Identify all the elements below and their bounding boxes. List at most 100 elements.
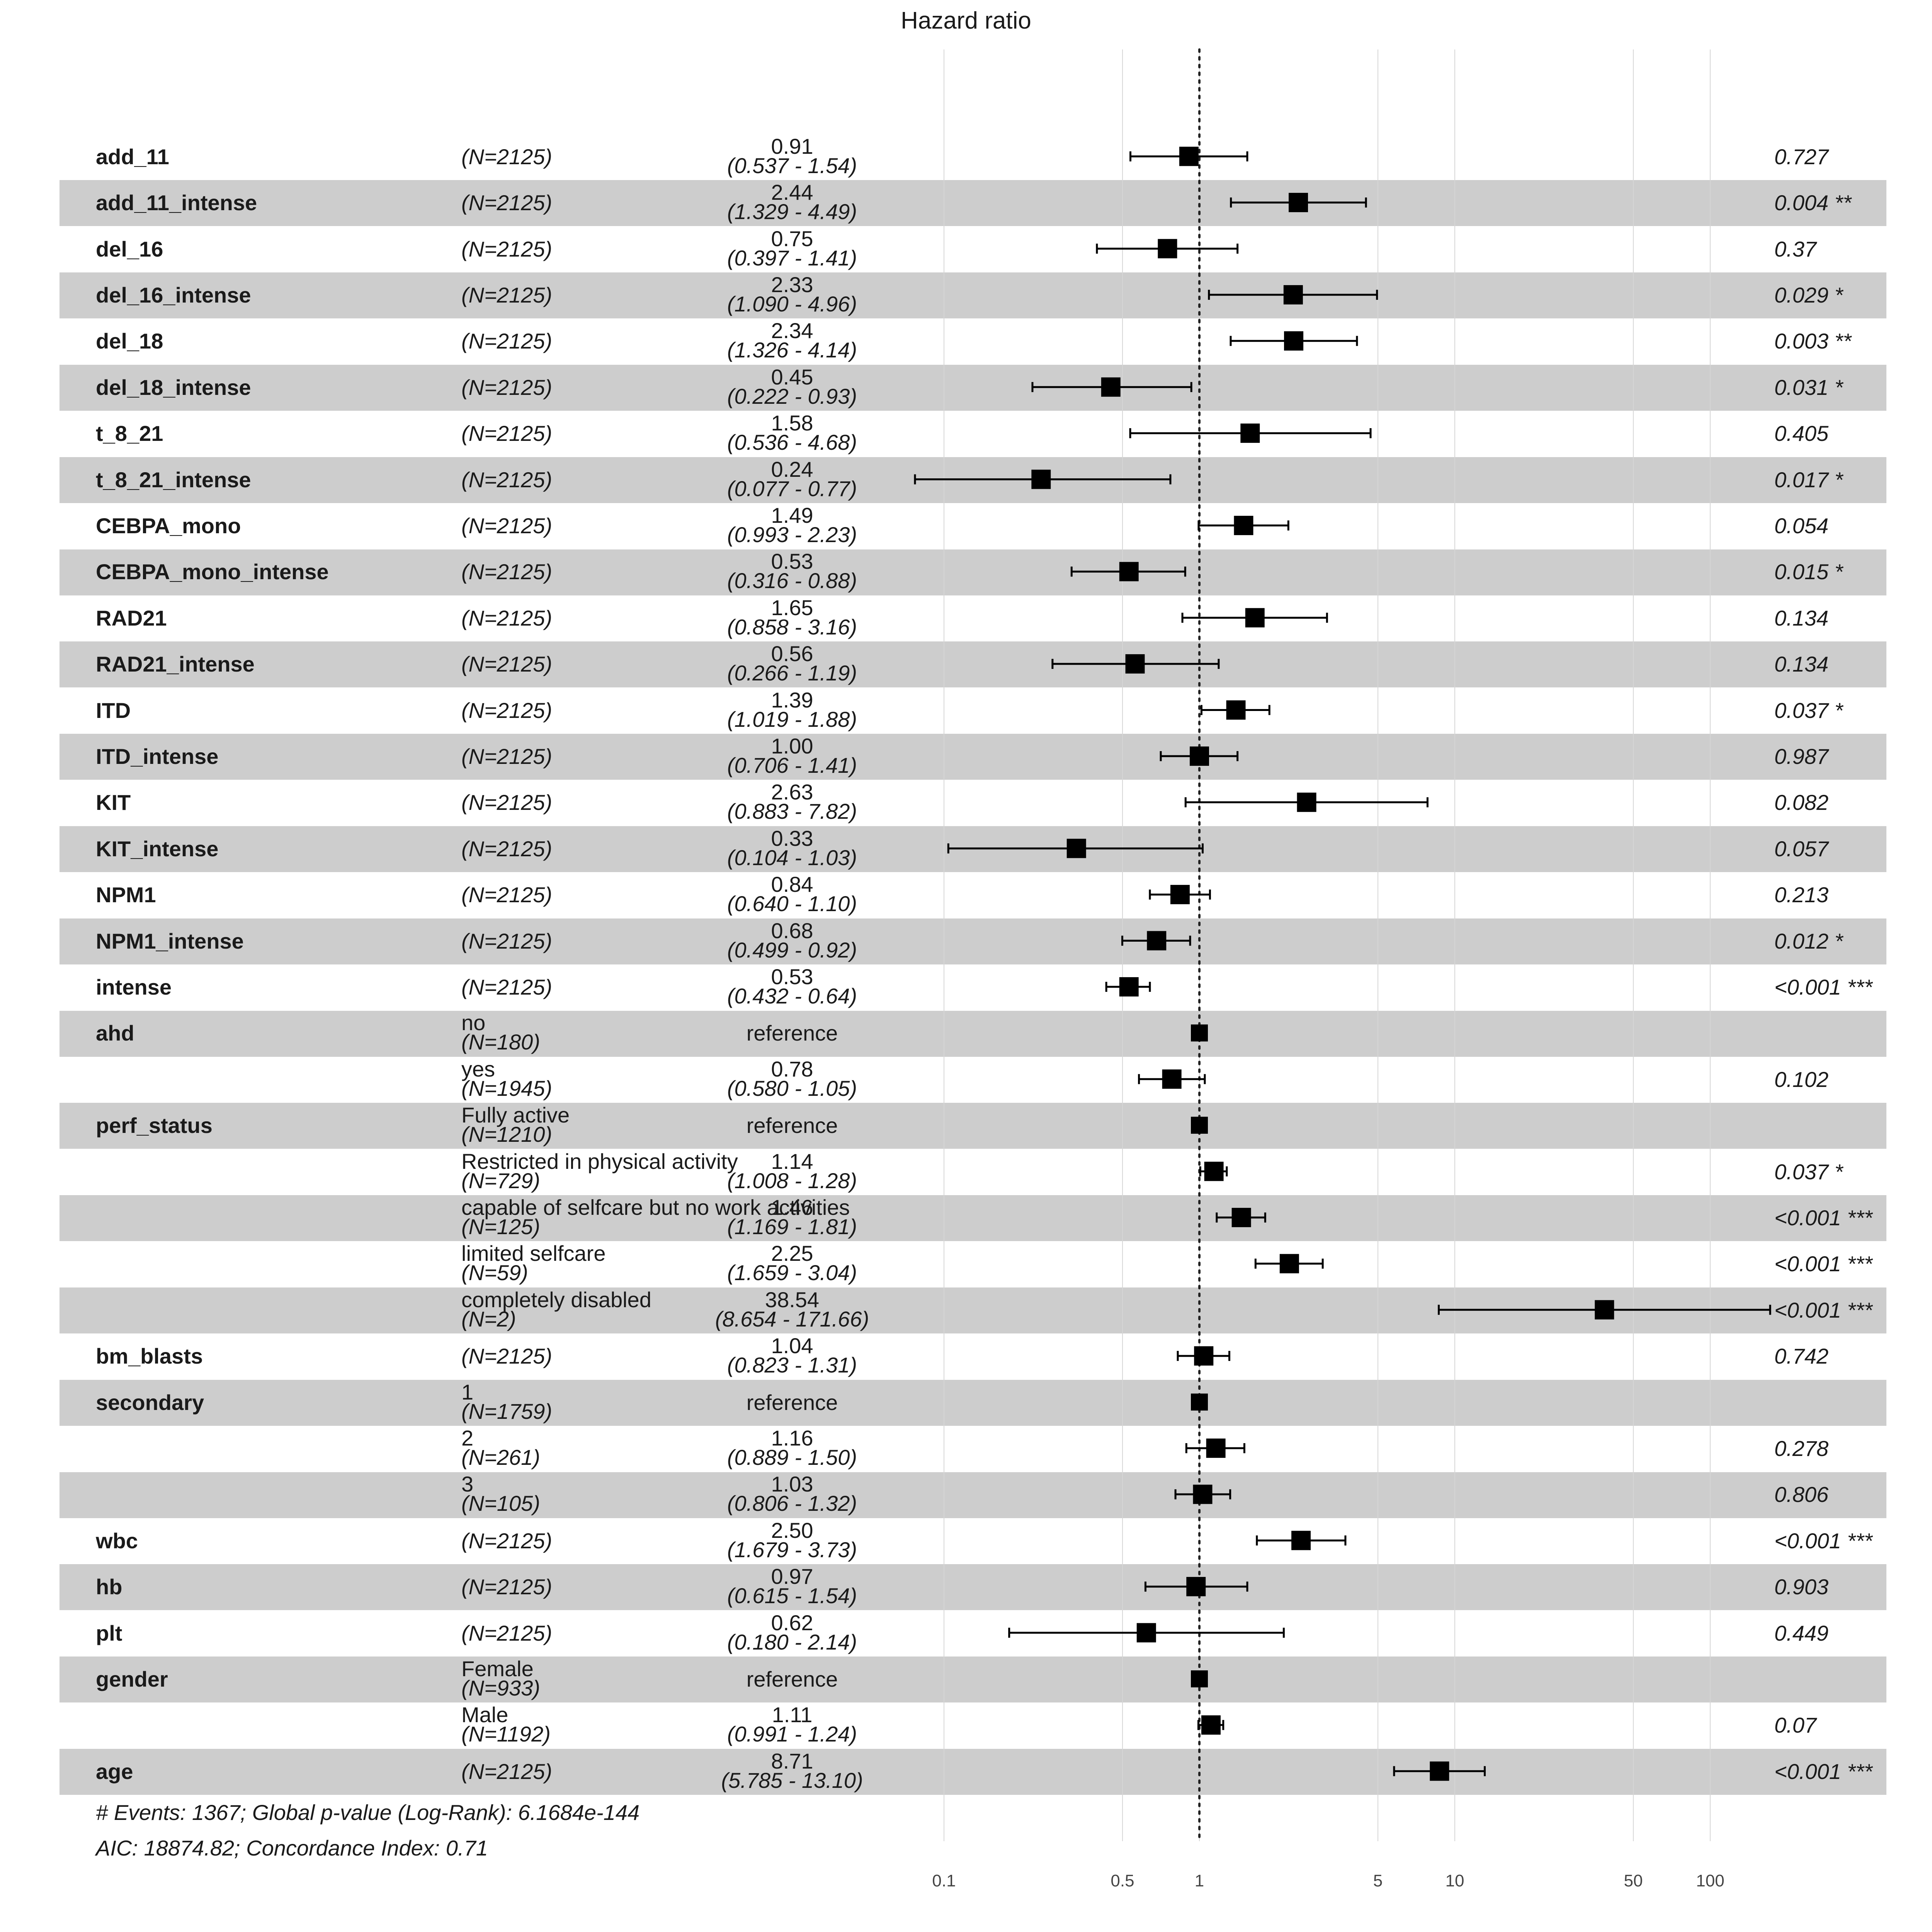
hr-label: 0.33 bbox=[771, 826, 813, 850]
x-tick-label: 5 bbox=[1373, 1871, 1383, 1890]
row-stripe bbox=[60, 1010, 1886, 1057]
ci-label: (0.640 - 1.10) bbox=[727, 891, 857, 916]
hr-label: 1.16 bbox=[771, 1425, 813, 1450]
ci-label: (1.679 - 3.73) bbox=[727, 1537, 857, 1562]
n-label: (N=2125) bbox=[461, 652, 553, 677]
p-value-label: 0.213 bbox=[1774, 883, 1829, 907]
level-label: 1 bbox=[461, 1379, 474, 1404]
variable-label: bm_blasts bbox=[96, 1344, 203, 1369]
n-label: (N=261) bbox=[461, 1445, 540, 1469]
variable-label: del_16_intense bbox=[96, 282, 251, 307]
hr-label: 1.11 bbox=[772, 1702, 813, 1727]
hr-marker bbox=[1101, 377, 1121, 397]
ci-label: (0.858 - 3.16) bbox=[727, 614, 857, 639]
hr-label: 1.65 bbox=[771, 595, 813, 620]
hr-marker bbox=[1066, 838, 1086, 858]
n-label: (N=1192) bbox=[461, 1722, 551, 1747]
ci-label: (0.806 - 1.32) bbox=[727, 1491, 857, 1516]
hr-marker bbox=[1119, 562, 1139, 582]
variable-label: wbc bbox=[96, 1528, 138, 1553]
variable-label: NPM1_intense bbox=[96, 929, 244, 953]
row-stripe bbox=[60, 180, 1886, 226]
hr-marker bbox=[1191, 1393, 1208, 1411]
n-label: (N=2125) bbox=[461, 513, 553, 538]
variable-label: del_18_intense bbox=[96, 375, 251, 400]
p-value-label: 0.134 bbox=[1774, 605, 1829, 630]
hr-marker bbox=[1162, 1069, 1182, 1089]
n-label: (N=125) bbox=[461, 1214, 540, 1239]
variable-label: KIT_intense bbox=[96, 836, 219, 861]
hr-marker bbox=[1186, 1577, 1206, 1597]
row-stripe bbox=[60, 365, 1886, 411]
hr-label: 1.49 bbox=[771, 503, 813, 527]
level-label: 3 bbox=[461, 1472, 474, 1497]
p-value-label: 0.07 bbox=[1774, 1713, 1816, 1738]
n-label: (N=2125) bbox=[461, 1621, 553, 1645]
n-label: (N=2125) bbox=[461, 190, 553, 215]
hr-marker bbox=[1190, 746, 1209, 766]
hr-label: 1.14 bbox=[771, 1149, 813, 1173]
row-stripe bbox=[60, 1564, 1886, 1611]
hr-marker bbox=[1231, 1208, 1251, 1227]
row-stripe bbox=[60, 1195, 1886, 1242]
row-stripe bbox=[60, 641, 1886, 688]
hr-label: 0.56 bbox=[771, 641, 813, 666]
hr-label: 2.50 bbox=[771, 1518, 813, 1543]
hr-label: 1.04 bbox=[771, 1333, 813, 1358]
hr-label: 0.78 bbox=[771, 1056, 813, 1081]
hr-marker bbox=[1191, 1024, 1208, 1042]
variable-label: t_8_21_intense bbox=[96, 467, 251, 492]
p-value-label: 0.015 * bbox=[1774, 560, 1843, 584]
hr-marker bbox=[1289, 193, 1308, 213]
hr-label: 1.39 bbox=[771, 687, 813, 712]
row-stripe bbox=[60, 272, 1886, 319]
p-value-label: 0.054 bbox=[1774, 513, 1829, 538]
x-tick-label: 50 bbox=[1624, 1871, 1643, 1890]
n-label: (N=59) bbox=[461, 1260, 528, 1285]
hr-label: 0.62 bbox=[771, 1610, 813, 1635]
p-value-label: <0.001 *** bbox=[1774, 1528, 1872, 1553]
x-tick-label: 100 bbox=[1696, 1871, 1724, 1890]
hr-marker bbox=[1234, 515, 1253, 535]
n-label: (N=1210) bbox=[461, 1122, 553, 1147]
x-tick-label: 0.5 bbox=[1111, 1871, 1134, 1890]
ci-label: (0.104 - 1.03) bbox=[727, 845, 857, 870]
n-label: (N=180) bbox=[461, 1030, 540, 1054]
variable-label: ITD_intense bbox=[96, 744, 219, 769]
variable-label: plt bbox=[96, 1621, 122, 1645]
ci-label: (0.706 - 1.41) bbox=[727, 753, 857, 777]
row-stripe bbox=[60, 1379, 1886, 1426]
ci-label: (0.991 - 1.24) bbox=[727, 1722, 857, 1747]
p-value-label: <0.001 *** bbox=[1774, 1252, 1872, 1276]
level-label: yes bbox=[461, 1056, 495, 1081]
row-stripe bbox=[60, 1749, 1886, 1795]
reference-label: reference bbox=[746, 1021, 838, 1046]
hr-label: 2.44 bbox=[771, 180, 813, 205]
p-value-label: 0.903 bbox=[1774, 1575, 1829, 1599]
hr-label: 0.97 bbox=[771, 1564, 813, 1589]
ci-label: (0.316 - 0.88) bbox=[727, 568, 857, 593]
variable-label: secondary bbox=[96, 1390, 204, 1415]
ci-label: (1.659 - 3.04) bbox=[727, 1260, 857, 1285]
variable-label: gender bbox=[96, 1667, 168, 1691]
hr-label: 38.54 bbox=[765, 1287, 820, 1312]
hr-marker bbox=[1136, 1623, 1156, 1643]
n-label: (N=2125) bbox=[461, 421, 553, 446]
ci-label: (0.615 - 1.54) bbox=[727, 1583, 857, 1608]
ci-label: (1.169 - 1.81) bbox=[727, 1214, 857, 1239]
p-value-label: 0.727 bbox=[1774, 144, 1829, 169]
ci-label: (1.090 - 4.96) bbox=[727, 291, 857, 316]
n-label: (N=2125) bbox=[461, 236, 553, 261]
ci-label: (0.499 - 0.92) bbox=[727, 937, 857, 962]
n-label: (N=105) bbox=[461, 1491, 540, 1516]
hr-label: 1.46 bbox=[771, 1195, 813, 1219]
p-value-label: 0.037 * bbox=[1774, 1159, 1843, 1184]
hr-label: 2.34 bbox=[771, 318, 813, 343]
ci-label: (1.008 - 1.28) bbox=[727, 1168, 857, 1193]
p-value-label: 0.742 bbox=[1774, 1344, 1829, 1369]
n-label: (N=2125) bbox=[461, 1528, 553, 1553]
variable-label: ahd bbox=[96, 1021, 134, 1046]
hr-marker bbox=[1279, 1254, 1299, 1274]
n-label: (N=2125) bbox=[461, 560, 553, 584]
